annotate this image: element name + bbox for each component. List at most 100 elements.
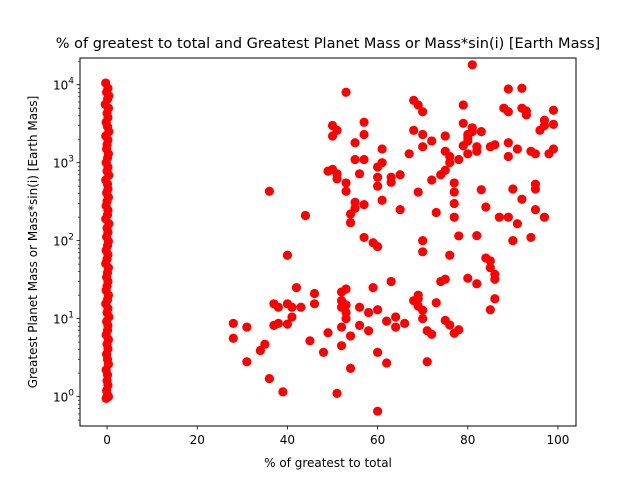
data-point <box>359 232 369 243</box>
data-point <box>391 322 401 332</box>
data-point <box>449 198 459 209</box>
data-point <box>485 256 495 266</box>
data-point <box>341 284 351 294</box>
data-point <box>282 319 293 329</box>
data-point <box>503 84 513 94</box>
data-point <box>345 363 356 374</box>
data-point <box>359 200 369 210</box>
data-point <box>472 231 482 241</box>
data-point <box>373 172 383 182</box>
data-point <box>472 142 482 152</box>
data-point <box>382 358 392 368</box>
data-point <box>373 181 383 191</box>
data-point <box>305 336 315 346</box>
data-point <box>449 212 459 222</box>
data-point <box>332 169 342 179</box>
data-point <box>517 194 527 204</box>
data-point <box>521 110 532 120</box>
data-point <box>377 144 387 154</box>
data-point <box>454 154 464 165</box>
x-tick-label: 100 <box>547 433 570 447</box>
data-point <box>485 305 495 315</box>
data-point <box>508 184 518 194</box>
data-points-group <box>100 60 559 416</box>
data-point <box>323 328 333 338</box>
data-point <box>454 231 464 241</box>
data-point <box>377 195 387 205</box>
data-point <box>391 312 401 322</box>
y-tick-label: 102 <box>53 233 74 249</box>
data-point <box>472 279 482 289</box>
data-point <box>458 100 468 110</box>
data-point <box>512 144 522 154</box>
data-point <box>103 392 114 402</box>
data-point <box>359 117 369 127</box>
x-tick-label: 60 <box>370 433 385 447</box>
data-point <box>354 320 365 330</box>
data-point <box>503 138 513 148</box>
data-point <box>539 212 550 222</box>
data-point <box>503 107 513 117</box>
data-point <box>354 169 365 179</box>
data-point <box>512 219 522 229</box>
data-point <box>350 154 360 165</box>
data-point <box>382 316 392 326</box>
data-point <box>485 263 495 273</box>
data-point <box>418 142 428 152</box>
data-point <box>445 320 455 330</box>
data-point <box>530 205 541 215</box>
data-point <box>539 115 550 125</box>
data-point <box>341 87 351 97</box>
data-point <box>427 136 437 146</box>
data-point <box>463 149 473 159</box>
data-point <box>413 100 423 110</box>
data-point <box>363 326 374 336</box>
data-point <box>418 129 428 140</box>
x-axis-ticks: 0 20 40 60 80 100 <box>103 426 569 447</box>
data-point <box>278 387 288 397</box>
data-point <box>386 177 396 187</box>
data-point <box>409 125 419 135</box>
data-point <box>395 170 405 180</box>
data-point <box>345 218 356 228</box>
data-point <box>454 325 464 335</box>
data-point <box>332 125 342 135</box>
data-point <box>350 138 360 148</box>
data-point <box>481 202 491 212</box>
data-point <box>467 60 477 70</box>
data-point <box>490 140 500 150</box>
data-point <box>503 151 513 162</box>
data-point <box>318 347 329 357</box>
data-point <box>341 178 351 188</box>
data-point <box>530 149 541 159</box>
data-point <box>530 184 541 194</box>
data-point <box>517 83 527 93</box>
x-tick-label: 20 <box>190 433 205 447</box>
data-point <box>467 123 477 133</box>
data-point <box>336 322 347 332</box>
data-point <box>395 205 405 215</box>
data-point <box>309 299 320 309</box>
data-point <box>418 236 428 246</box>
y-tick-label: 103 <box>53 155 74 171</box>
data-point <box>345 331 356 341</box>
data-point <box>413 294 423 304</box>
data-point <box>273 302 283 312</box>
data-point <box>418 247 428 257</box>
data-point <box>427 175 437 185</box>
data-point <box>418 314 428 324</box>
data-point <box>548 105 559 115</box>
data-point <box>264 374 274 384</box>
data-point <box>359 154 369 165</box>
data-point <box>526 232 536 243</box>
data-point <box>476 127 486 137</box>
data-point <box>363 307 374 318</box>
data-point <box>359 129 369 140</box>
data-point <box>431 298 441 308</box>
data-point <box>400 318 410 328</box>
data-point <box>373 406 383 416</box>
data-point <box>386 276 396 287</box>
data-point <box>282 250 293 260</box>
